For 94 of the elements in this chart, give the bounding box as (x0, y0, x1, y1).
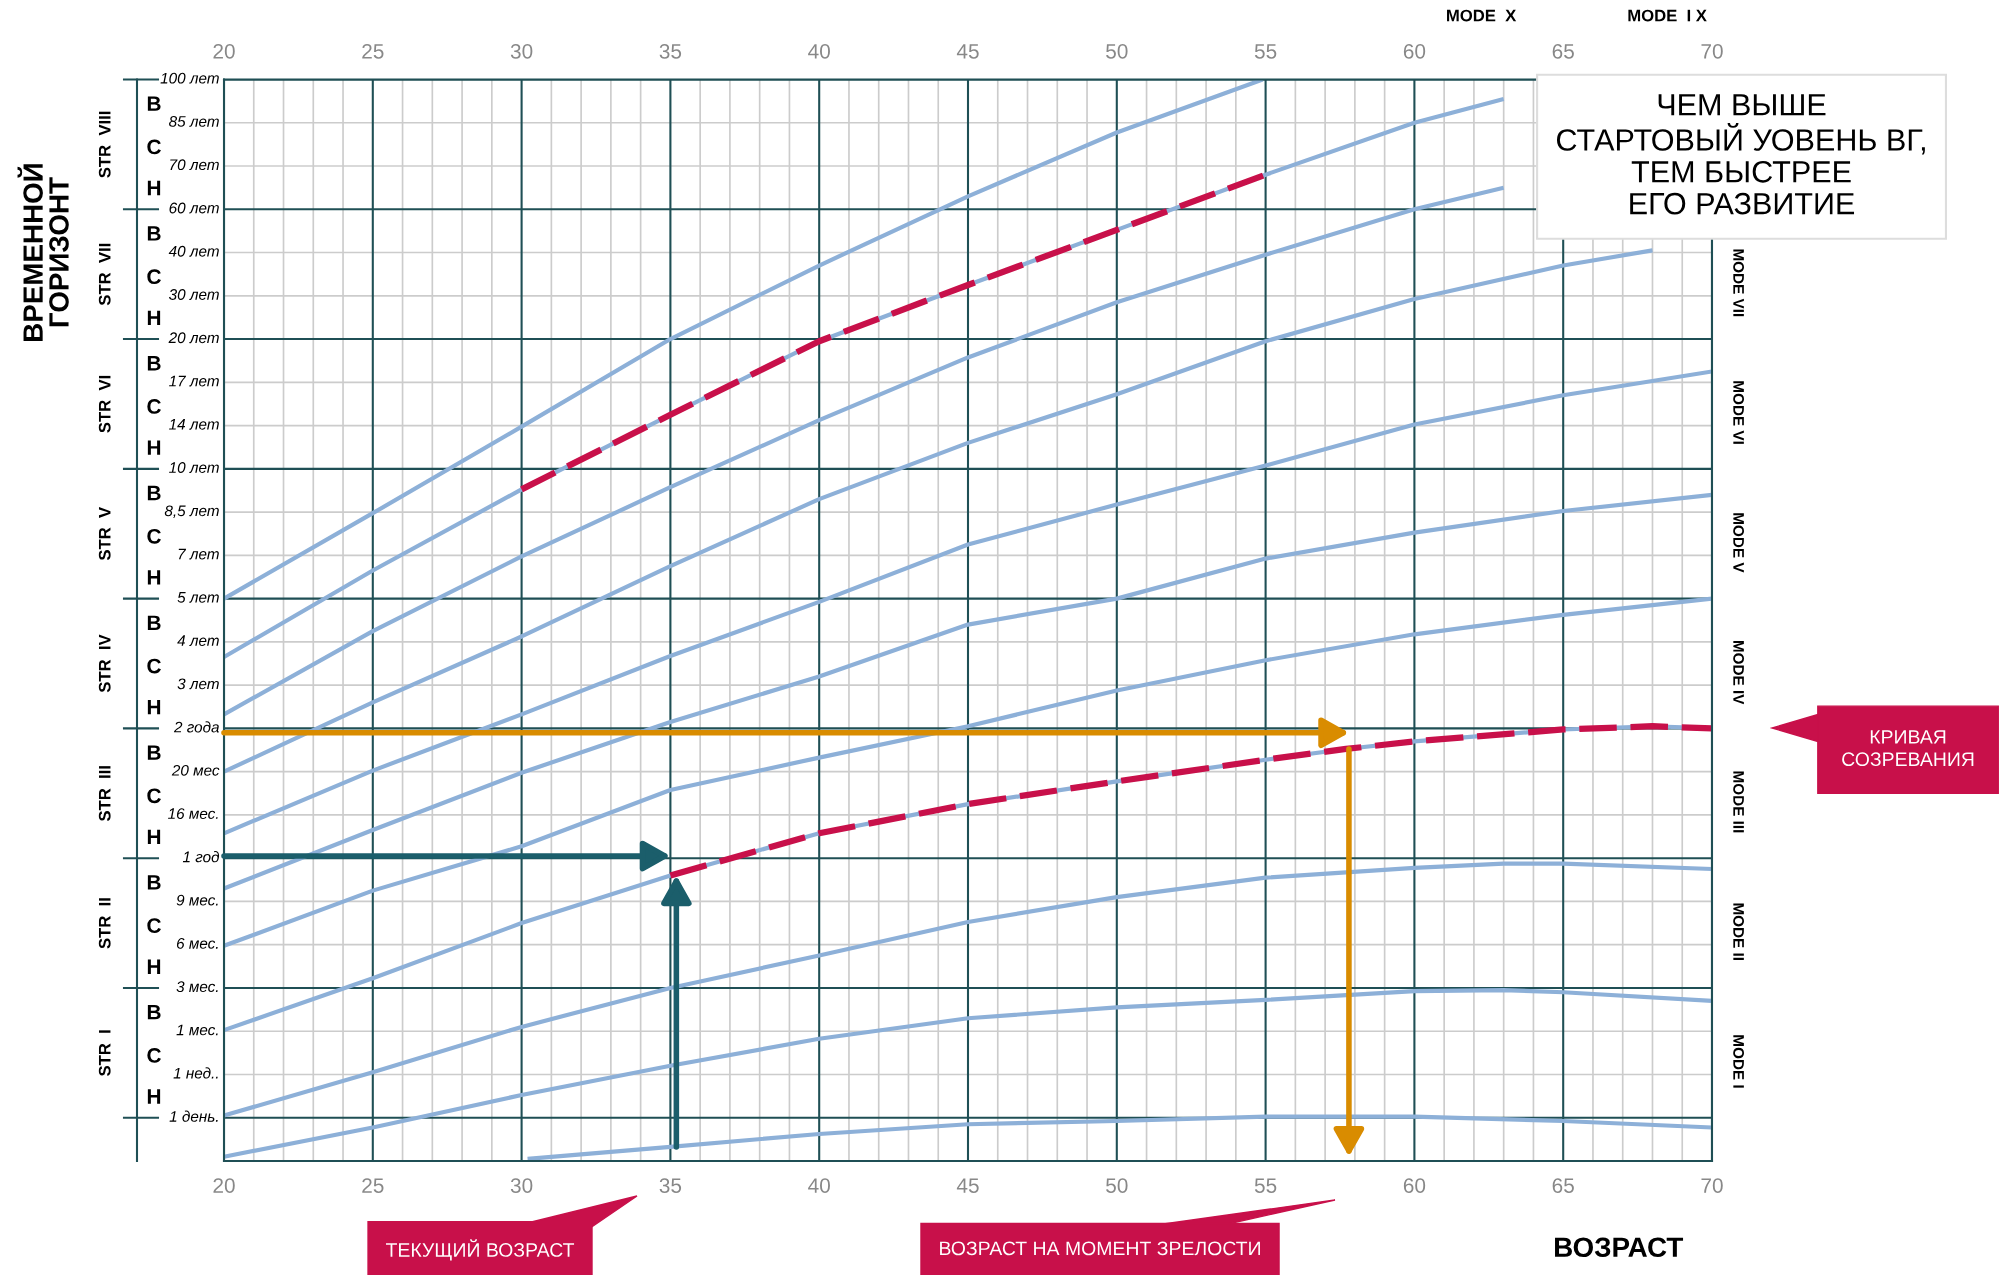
text: 20 мес (171, 764, 220, 776)
text: STR V (98, 506, 111, 561)
x2-tick-label: 20 (213, 43, 235, 59)
text: 9 мес. (176, 894, 218, 906)
text: В (147, 875, 161, 890)
text: В (147, 485, 161, 501)
text: 85 лет (169, 116, 219, 127)
text: Н (147, 180, 161, 196)
text: 6 мес. (176, 937, 218, 949)
x-tick-label: 45 (956, 1178, 979, 1193)
x-tick-label: 40 (808, 1178, 830, 1193)
text: STR II (98, 898, 111, 949)
text: С (147, 658, 161, 674)
text: 1 нед.. (173, 1067, 218, 1079)
text: STR VIII (98, 111, 111, 178)
text: С (147, 399, 161, 414)
text: 8,5 лет (164, 505, 219, 519)
text: С (147, 269, 161, 285)
text: 17 лет (169, 375, 219, 387)
x2-tick-label: 35 (659, 43, 682, 59)
text: 2 года (173, 721, 220, 733)
text: ТЕКУЩИЙ ВОЗРАСТ (385, 1239, 575, 1261)
x-tick-label: 20 (213, 1178, 235, 1193)
text: MODE IV (1733, 640, 1745, 705)
x-tick-label: 70 (1701, 1178, 1723, 1193)
text: Н (147, 699, 161, 715)
text: 1 день. (169, 1110, 218, 1122)
text: MODE V (1733, 513, 1745, 573)
text: В (147, 96, 161, 111)
x-tick-label: 35 (659, 1178, 682, 1193)
text: STR IV (98, 634, 111, 693)
text: 5 лет (177, 592, 219, 603)
text: С (147, 139, 161, 155)
text: С (147, 1048, 161, 1063)
text: 10 лет (169, 462, 219, 473)
x2-tick-label: 30 (510, 43, 533, 59)
text: Н (147, 440, 161, 455)
text: MODE I X (1628, 9, 1707, 22)
x2-tick-label: 65 (1552, 43, 1574, 59)
text: С (147, 528, 161, 544)
text: ВРЕМЕННОЙ ГОРИЗОНТ (17, 164, 69, 341)
text: Н (147, 570, 161, 585)
text: Н (147, 959, 161, 974)
text: В (147, 615, 161, 630)
text: Н (147, 829, 161, 845)
text: MODE II (1733, 903, 1745, 960)
text: STR III (98, 766, 111, 822)
text: 16 мес. (168, 808, 218, 820)
text: 3 лет (177, 678, 219, 690)
x-tick-label: 30 (510, 1178, 533, 1193)
x-tick-label: 55 (1254, 1178, 1277, 1193)
x2-tick-label: 50 (1106, 43, 1128, 59)
text: Н (147, 1089, 161, 1104)
text: 14 лет (169, 419, 219, 430)
text: 100 лет (160, 72, 219, 84)
x-tick-label: 25 (362, 1178, 384, 1193)
x-tick-label: 65 (1552, 1178, 1574, 1193)
x2-tick-label: 70 (1701, 43, 1723, 59)
text: 1 мес. (176, 1024, 218, 1036)
text: MODE I (1733, 1035, 1745, 1088)
text: STR VII (98, 243, 111, 306)
x2-tick-label: 40 (808, 43, 830, 59)
x-tick-label: 50 (1106, 1178, 1128, 1193)
text: 7 лет (178, 548, 219, 560)
text: 70 лет (170, 159, 219, 171)
x-axis-title: ВОЗРАСТ (1555, 1237, 1684, 1258)
x2-tick-label: 60 (1403, 43, 1426, 59)
text: В (147, 226, 161, 241)
text: В (147, 745, 161, 760)
text: STR I (98, 1030, 111, 1076)
annotation: ЧЕМ ВЫШЕ СТАРТОВЫЙ УОВЕНЬ ВГ, ТЕМ БЫСТРЕЕ ЕГО РАЗВИТИЕ (1556, 94, 1925, 215)
text: 1 год (182, 851, 220, 863)
text: В (147, 1004, 161, 1020)
text: STR VI (98, 375, 111, 433)
text: 60 лет (169, 202, 219, 214)
x2-tick-label: 55 (1254, 44, 1277, 59)
text: MODE VII (1733, 249, 1745, 317)
text: MODE III (1733, 771, 1745, 833)
x2-tick-label: 25 (362, 43, 384, 59)
text: 30 лет (168, 289, 219, 300)
text: 3 мес. (176, 981, 218, 993)
text: 4 лет (177, 635, 219, 646)
text: ВОЗРАСТ НА МОМЕНТ ЗРЕЛОСТИ (940, 1241, 1260, 1256)
x-tick-label: 60 (1403, 1178, 1426, 1193)
text: Н (147, 310, 161, 325)
text: С (147, 918, 161, 933)
text: 40 лет (168, 245, 219, 257)
text: В (147, 356, 161, 371)
x2-tick-label: 45 (956, 44, 979, 59)
text: MODE X (1447, 9, 1517, 22)
text: КРИВАЯ СОЗРЕВАНИЯ (1842, 730, 1974, 767)
text: 20 лет (168, 332, 219, 344)
text: MODE VI (1733, 381, 1745, 444)
text: С (147, 788, 161, 804)
